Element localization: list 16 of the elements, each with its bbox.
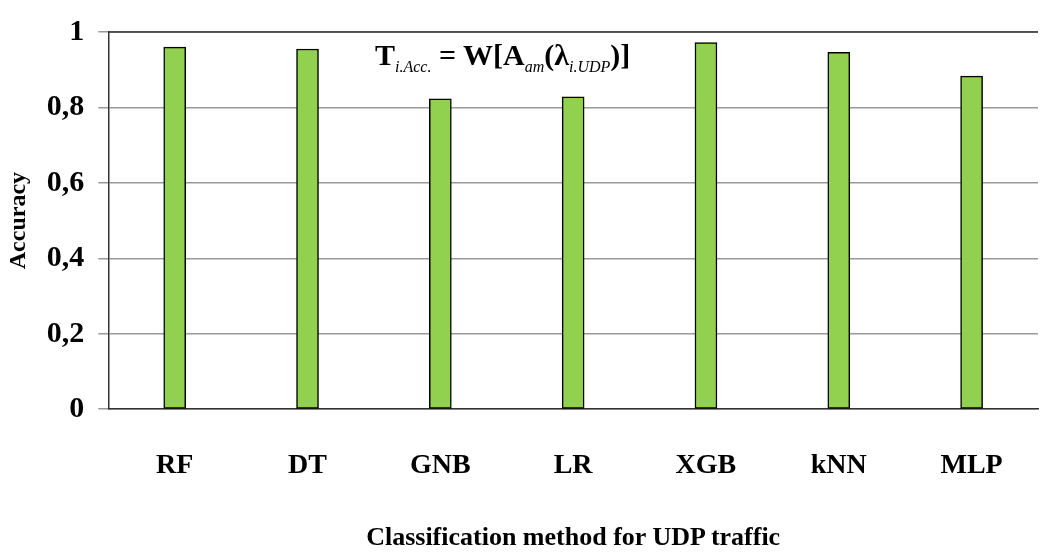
- y-tick-label: 0: [69, 389, 85, 423]
- x-tick-label: MLP: [940, 448, 1003, 480]
- x-tick-label: XGB: [675, 448, 737, 480]
- y-tick-label: 0,8: [46, 88, 85, 122]
- x-tick-label: RF: [156, 448, 194, 480]
- annotation: T$_{i.Acc.}$ = W[A$_{am}$(λ$_{i.UDP}$)]: [375, 38, 631, 84]
- x-axis-title: Classification method for UDP traffic: [366, 522, 781, 552]
- y-tick-label: 0,6: [46, 163, 85, 197]
- y-tick-label: 0,2: [46, 314, 85, 348]
- y-tick-label: 0,4: [46, 239, 85, 273]
- x-tick-label: DT: [288, 448, 328, 480]
- x-tick-label: GNB: [409, 448, 471, 480]
- y-tick-label: 1: [69, 12, 85, 46]
- y-axis-title: Accuracy: [3, 171, 30, 270]
- x-tick-label: kNN: [810, 448, 867, 480]
- x-tick-label: LR: [553, 448, 594, 480]
